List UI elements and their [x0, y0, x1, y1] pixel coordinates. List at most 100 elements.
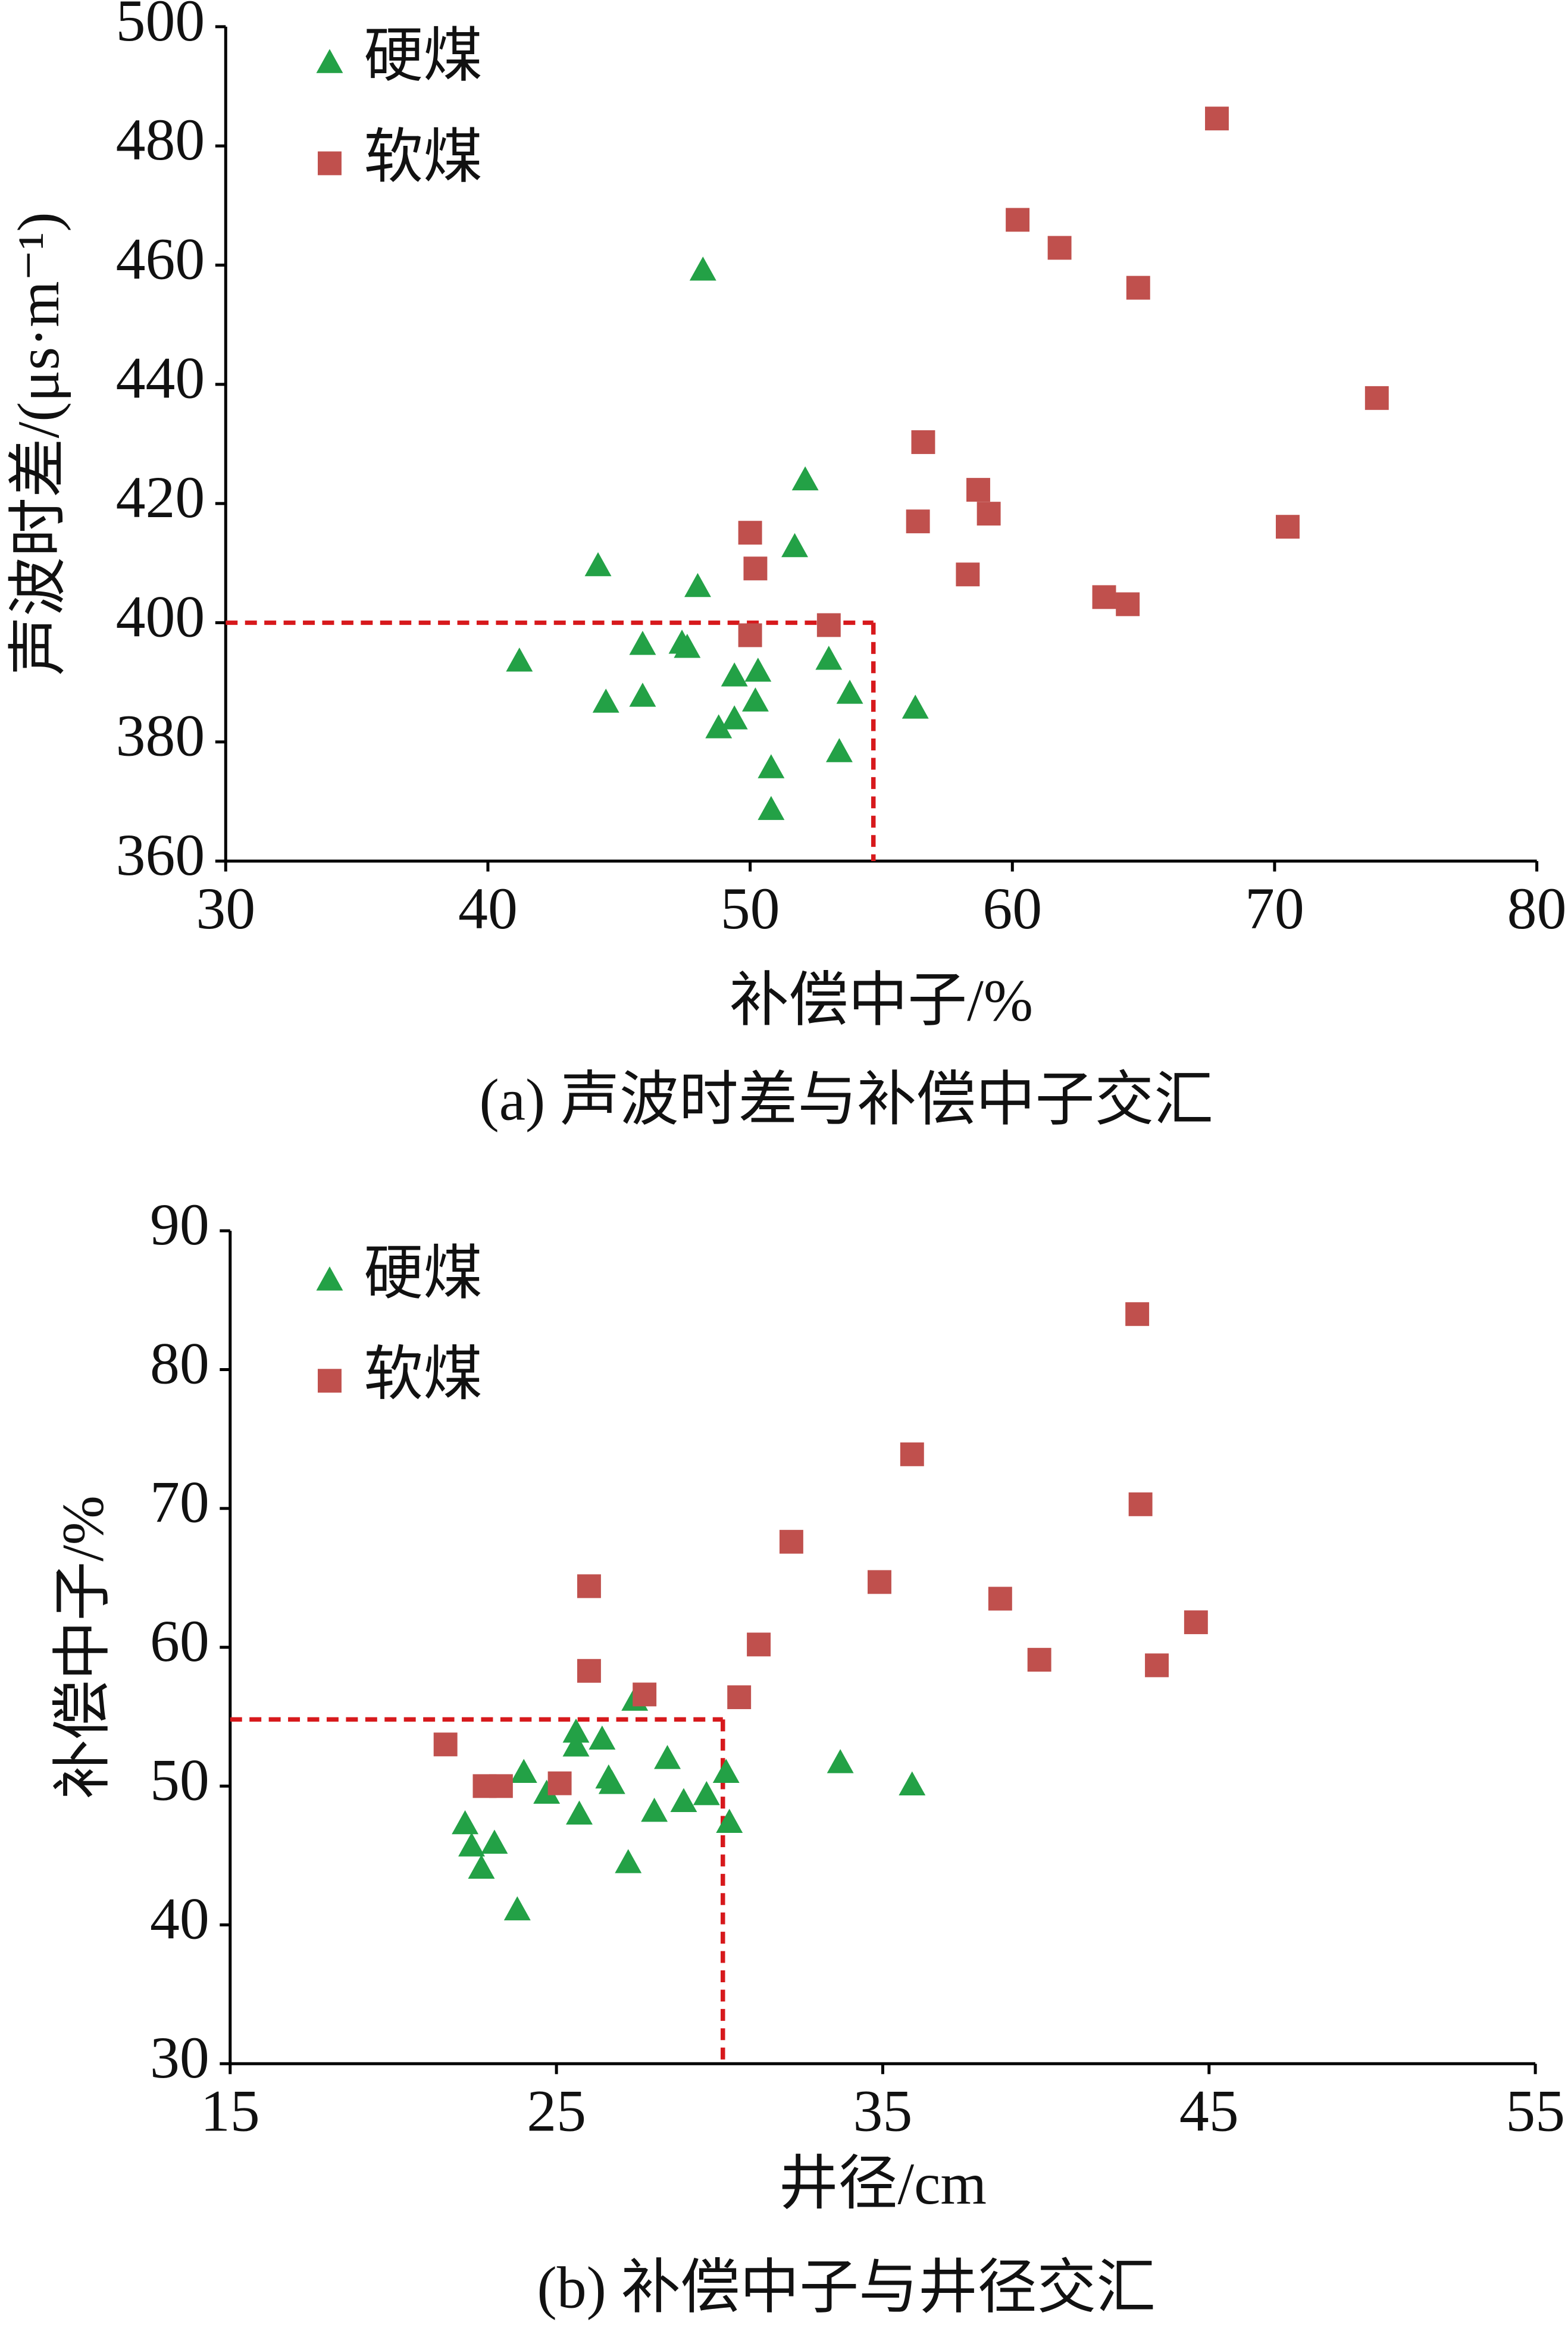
point — [577, 1574, 601, 1598]
point — [481, 1829, 508, 1854]
point — [1125, 1302, 1150, 1326]
point — [727, 1685, 752, 1710]
legend-marker — [317, 1369, 342, 1393]
y-tick-label: 480 — [116, 107, 205, 173]
point — [900, 1442, 924, 1466]
point — [592, 689, 619, 713]
point — [899, 1771, 926, 1795]
point — [489, 1774, 513, 1798]
point — [781, 533, 808, 558]
point — [791, 466, 819, 491]
point — [956, 562, 980, 587]
point — [906, 509, 930, 534]
y-tick-label: 40 — [150, 1886, 209, 1952]
x-tick-label: 30 — [196, 875, 255, 941]
point — [827, 1749, 854, 1773]
y-tick-label: 50 — [150, 1747, 209, 1813]
y-tick-label: 500 — [116, 0, 205, 54]
y-tick-label: 360 — [116, 822, 205, 888]
point — [598, 1770, 625, 1794]
point — [738, 623, 762, 647]
x-tick-label: 45 — [1179, 2078, 1239, 2144]
point — [977, 502, 1001, 526]
point — [577, 1659, 601, 1683]
point — [533, 1779, 561, 1804]
point — [433, 1732, 458, 1757]
legend-label: 硬煤 — [364, 1241, 483, 1307]
point — [510, 1758, 537, 1783]
x-tick-label: 70 — [1245, 875, 1304, 941]
point — [693, 1781, 720, 1806]
x-tick-label: 25 — [527, 2078, 586, 2144]
point — [566, 1800, 593, 1825]
y-tick-label: 70 — [150, 1469, 209, 1535]
point — [674, 634, 701, 658]
point — [744, 658, 772, 682]
x-tick-label: 40 — [458, 875, 518, 941]
point — [503, 1896, 531, 1920]
y-tick-label: 440 — [116, 345, 205, 411]
point — [705, 714, 733, 739]
x-tick-label: 35 — [853, 2078, 913, 2144]
point — [584, 552, 612, 577]
point — [1205, 107, 1229, 131]
point — [562, 1718, 590, 1743]
caption: (a) 声波时差与补偿中子交汇 — [480, 1067, 1214, 1133]
point — [738, 521, 762, 545]
x-tick-label: 60 — [982, 875, 1042, 941]
point — [721, 705, 748, 730]
point — [633, 1682, 657, 1707]
x-axis-label: 井径/cm — [779, 2151, 987, 2217]
point — [825, 738, 853, 762]
point — [1047, 236, 1072, 260]
y-tick-label: 80 — [150, 1330, 209, 1396]
point — [779, 1529, 803, 1554]
point — [468, 1854, 495, 1879]
point — [758, 754, 785, 778]
point — [836, 680, 863, 704]
y-axis-label: 补偿中子/% — [50, 1495, 116, 1799]
point — [716, 1808, 743, 1833]
point — [747, 1632, 771, 1657]
y-tick-label: 400 — [116, 583, 205, 649]
legend-label: 软煤 — [364, 124, 483, 190]
point — [988, 1587, 1012, 1611]
x-tick-label: 15 — [201, 2078, 260, 2144]
point — [1116, 592, 1140, 617]
y-tick-label: 380 — [116, 703, 205, 769]
y-tick-label: 460 — [116, 226, 205, 292]
point — [743, 556, 768, 581]
point — [506, 647, 533, 672]
legend-label: 软煤 — [364, 1341, 483, 1407]
point — [654, 1745, 681, 1769]
point — [902, 694, 929, 719]
point — [911, 430, 935, 454]
point — [562, 1732, 590, 1757]
point — [721, 662, 748, 687]
legend-label: 硬煤 — [364, 23, 483, 89]
point — [684, 572, 711, 597]
y-tick-label: 60 — [150, 1608, 209, 1674]
point — [1092, 585, 1116, 609]
legend-marker — [316, 49, 343, 73]
y-tick-label: 30 — [150, 2025, 209, 2091]
legend-marker — [316, 1266, 343, 1291]
point — [966, 478, 990, 502]
point — [615, 1849, 642, 1873]
y-tick-label: 90 — [150, 1191, 209, 1257]
point — [1145, 1653, 1169, 1678]
x-axis-label: 补偿中子/% — [730, 967, 1033, 1033]
point — [741, 687, 769, 712]
point — [815, 646, 843, 670]
point — [1276, 515, 1300, 539]
point — [629, 631, 656, 655]
point — [867, 1570, 891, 1594]
y-tick-label: 420 — [116, 464, 205, 530]
y-axis-label: 声波时差/(μs·m⁻¹) — [5, 212, 71, 675]
point — [758, 796, 785, 820]
point — [589, 1725, 616, 1750]
point — [670, 1788, 697, 1812]
point — [1364, 386, 1389, 410]
point — [712, 1758, 740, 1783]
